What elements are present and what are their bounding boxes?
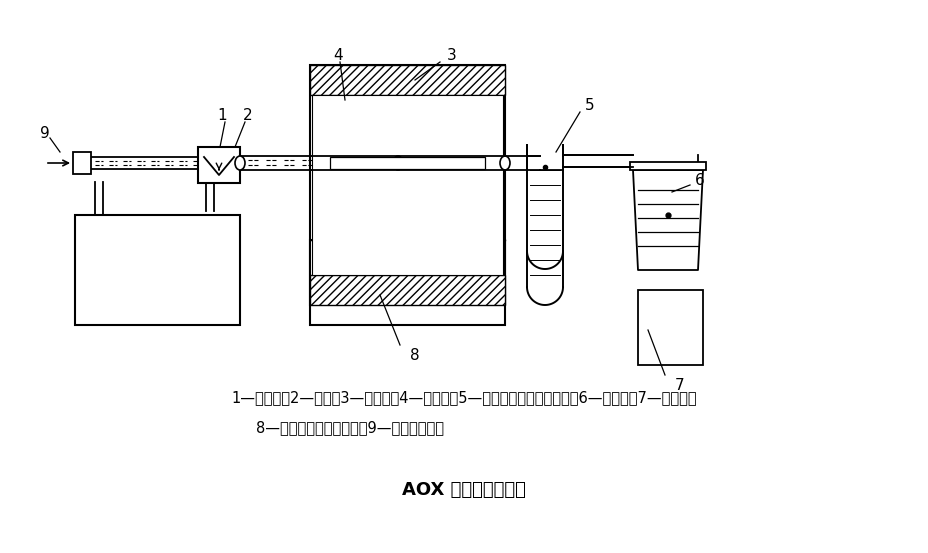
Bar	[638, 290, 702, 365]
Text: 1—进样口；2—样品；3—燃烧炉；4—燃烧管；5—干燥管（注入浓硫酸）；6—滴定池；7—搅拌器；: 1—进样口；2—样品；3—燃烧炉；4—燃烧管；5—干燥管（注入浓硫酸）；6—滴定…	[231, 390, 696, 405]
Text: 6: 6	[694, 173, 704, 187]
Bar	[310, 240, 505, 325]
Text: 8—气流、温度控制单元；9—助燃气进口。: 8—气流、温度控制单元；9—助燃气进口。	[256, 420, 444, 436]
Ellipse shape	[499, 156, 509, 170]
Text: 1: 1	[217, 107, 226, 123]
Text: 5: 5	[585, 97, 594, 112]
Text: 3: 3	[446, 48, 457, 62]
Bar	[75, 215, 239, 325]
Text: 9: 9	[40, 126, 50, 140]
Ellipse shape	[393, 156, 403, 170]
Bar	[629, 162, 705, 170]
Bar	[73, 152, 91, 174]
Bar	[312, 95, 502, 275]
Text: 2: 2	[243, 107, 252, 123]
Bar	[310, 65, 505, 305]
Bar	[198, 147, 239, 183]
Ellipse shape	[235, 156, 245, 170]
Bar	[329, 157, 484, 169]
Text: 7: 7	[675, 378, 684, 393]
Text: 8: 8	[410, 347, 419, 363]
Bar	[310, 275, 505, 305]
Text: AOX 测定装置原理图: AOX 测定装置原理图	[402, 481, 525, 499]
Text: 4: 4	[333, 48, 342, 62]
Bar	[310, 65, 505, 95]
